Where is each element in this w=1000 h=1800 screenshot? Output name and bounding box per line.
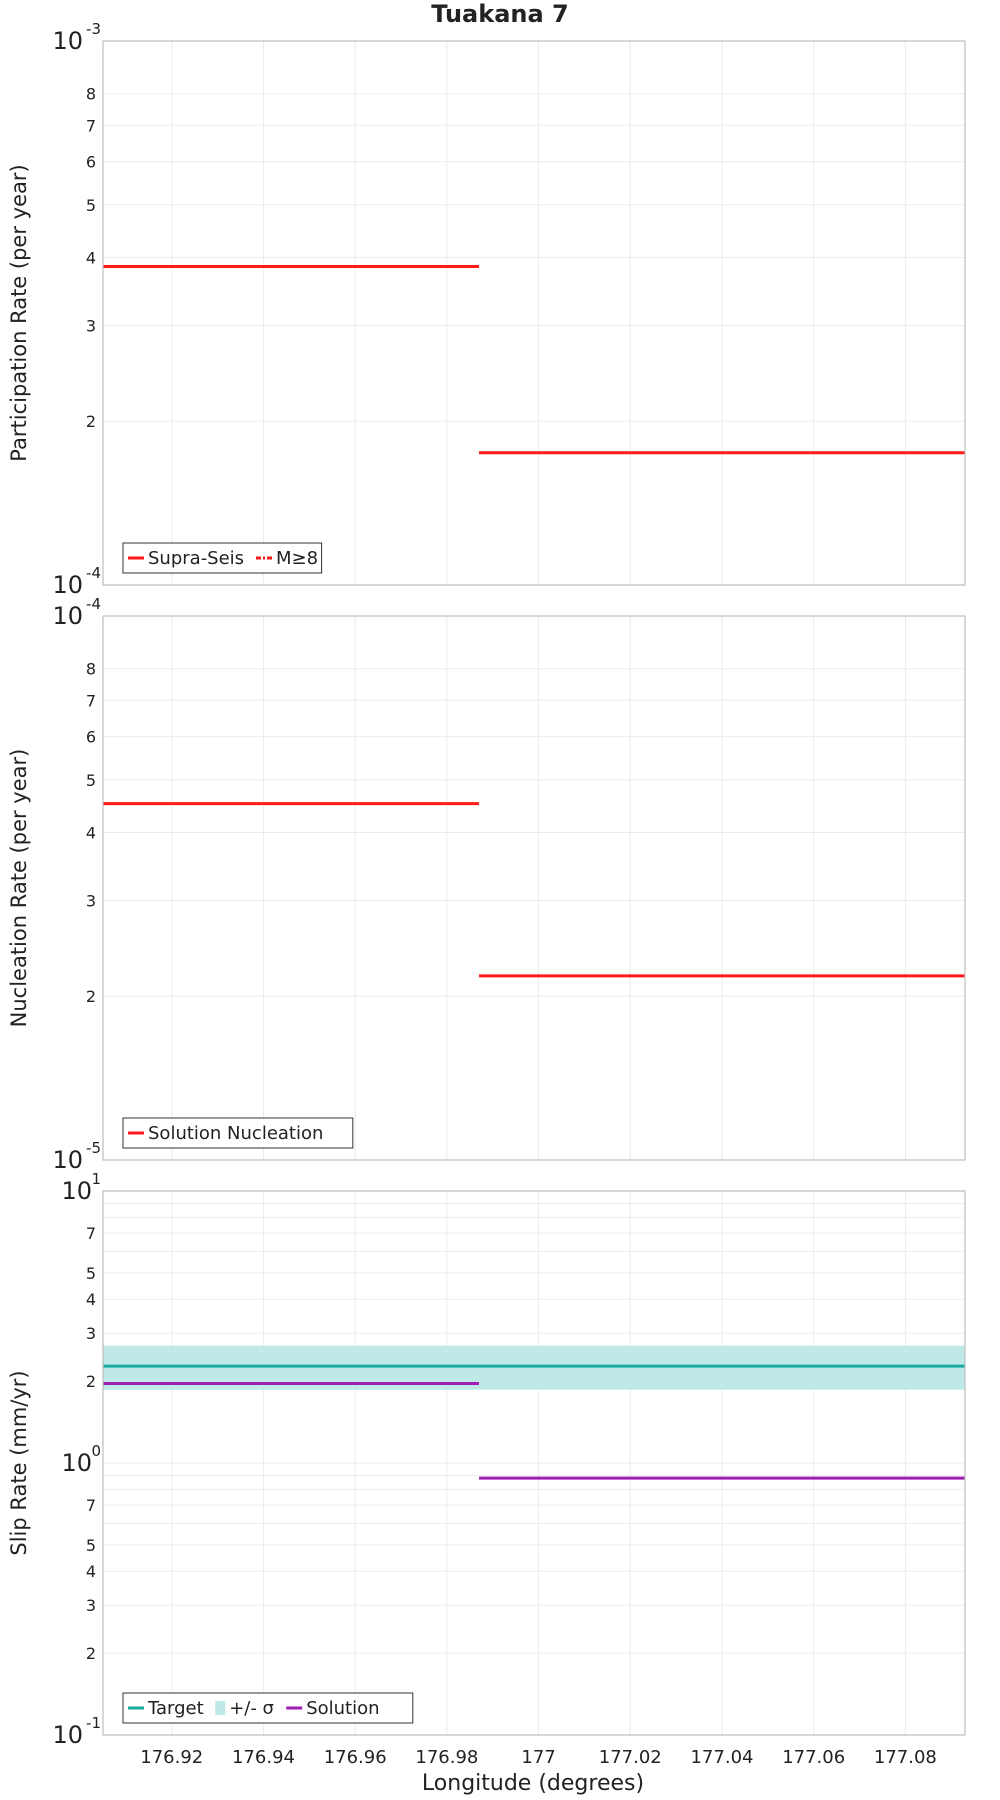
plot-area: [103, 616, 965, 1160]
figure-title: Tuakana 7: [431, 0, 569, 28]
plot-area: [103, 41, 965, 585]
x-tick-label: 176.98: [415, 1747, 478, 1768]
y-tick-label: 4: [86, 1290, 96, 1309]
legend-label: Supra-Seis: [148, 548, 244, 569]
x-tick-label: 176.94: [232, 1747, 295, 1768]
y-decade-exponent: -4: [86, 595, 101, 613]
y-tick-label: 8: [86, 85, 96, 104]
y-tick-label: 7: [86, 1496, 96, 1515]
x-tick-label: 176.96: [324, 1747, 387, 1768]
legend-label: M≥8: [276, 548, 318, 569]
x-tick-label: 177.02: [599, 1747, 662, 1768]
x-tick-label: 176.92: [140, 1747, 203, 1768]
legend-label: Target: [147, 1698, 204, 1719]
y-axis-title: Participation Rate (per year): [7, 164, 31, 461]
legend: Target +/- σ Solution: [122, 1692, 414, 1724]
legend: Solution Nucleation: [122, 1117, 354, 1149]
y-tick-label: 2: [86, 987, 96, 1006]
y-tick-label: 6: [86, 728, 96, 747]
y-decade-base: 10: [52, 602, 83, 630]
legend-label: +/- σ: [229, 1698, 274, 1719]
x-tick-label: 177: [521, 1747, 555, 1768]
y-tick-label: 2: [86, 412, 96, 431]
y-tick-label: 5: [86, 196, 96, 215]
x-axis-title: Longitude (degrees): [422, 1771, 644, 1796]
x-tick-label: 177.08: [874, 1747, 937, 1768]
plot-frame: [102, 40, 966, 586]
x-tick-label: 177.04: [690, 1747, 753, 1768]
y-tick-label: 3: [86, 891, 96, 910]
y-decade-exponent: -1: [86, 1714, 101, 1732]
y-tick-label: 3: [86, 316, 96, 335]
legend-box: [122, 1692, 414, 1724]
y-decade-base: 10: [52, 571, 83, 599]
legend-box: [122, 542, 323, 574]
y-decade-base: 10: [52, 27, 83, 55]
y-tick-label: 6: [86, 153, 96, 172]
y-tick-label: 4: [86, 1562, 96, 1581]
plot-frame: [102, 1190, 966, 1736]
y-tick-label: 7: [86, 116, 96, 135]
legend-box: [122, 1117, 354, 1149]
legend: Supra-Seis M≥8: [122, 542, 323, 574]
y-axis-title: Slip Rate (mm/yr): [7, 1370, 31, 1555]
y-decade-exponent: -5: [86, 1139, 101, 1157]
y-tick-label: 5: [86, 1264, 96, 1283]
y-decade-exponent: 0: [91, 1442, 101, 1460]
y-tick-label: 2: [86, 1644, 96, 1663]
y-tick-label: 5: [86, 771, 96, 790]
y-axis-title: Nucleation Rate (per year): [7, 749, 31, 1028]
y-tick-label: 4: [86, 823, 96, 842]
legend-swatch: [215, 1701, 226, 1715]
y-tick-label: 8: [86, 660, 96, 679]
y-decade-exponent: -3: [86, 20, 101, 38]
y-decade-base: 10: [61, 1449, 92, 1477]
legend-label: Solution Nucleation: [148, 1123, 323, 1144]
y-tick-label: 2: [86, 1372, 96, 1391]
y-decade-exponent: -4: [86, 564, 101, 582]
x-tick-label: 177.06: [782, 1747, 845, 1768]
y-tick-label: 3: [86, 1596, 96, 1615]
legend-label: Solution: [306, 1698, 379, 1719]
y-decade-exponent: 1: [91, 1170, 101, 1188]
y-tick-label: 7: [86, 1224, 96, 1243]
y-tick-label: 7: [86, 691, 96, 710]
y-tick-label: 5: [86, 1536, 96, 1555]
y-decade-base: 10: [61, 1177, 92, 1205]
y-tick-label: 3: [86, 1324, 96, 1343]
y-decade-base: 10: [52, 1146, 83, 1174]
y-tick-label: 4: [86, 248, 96, 267]
y-decade-base: 10: [52, 1721, 83, 1749]
plot-frame: [102, 615, 966, 1161]
